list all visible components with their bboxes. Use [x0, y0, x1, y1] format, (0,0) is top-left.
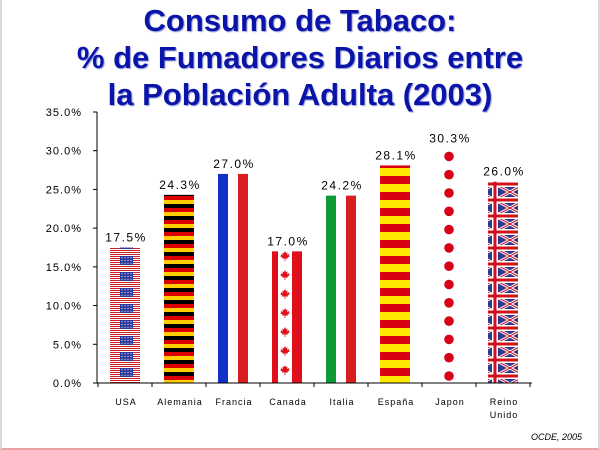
- bars-group: [110, 151, 518, 383]
- data-label: 28.1%: [375, 148, 417, 162]
- y-tick-label: 25.0%: [46, 184, 82, 196]
- category-label: Italia: [329, 397, 354, 407]
- y-tick-label: 10.0%: [46, 301, 82, 313]
- bar-uk: [488, 181, 518, 383]
- bar-spain: [380, 165, 410, 383]
- data-label: 17.5%: [105, 231, 147, 245]
- category-label: España: [378, 397, 415, 407]
- data-label: 24.2%: [321, 179, 363, 193]
- data-label: 17.0%: [267, 234, 309, 248]
- axes-group: [93, 111, 532, 387]
- category-label: USA: [115, 397, 137, 407]
- chart-title: Consumo de Tabaco: % de Fumadores Diario…: [0, 2, 600, 113]
- data-label: 26.0%: [483, 165, 525, 179]
- bar-canada: [272, 251, 302, 383]
- y-tick-label: 35.0%: [46, 107, 82, 119]
- category-label: Unido: [490, 410, 519, 420]
- category-label: Alemania: [157, 397, 203, 407]
- bar-germany: [164, 194, 194, 383]
- bar-france: [218, 173, 248, 383]
- title-line-1: Consumo de Tabaco:: [143, 3, 457, 38]
- bar-italy: [326, 195, 356, 383]
- labels-group: 17.5% USA 24.3% Alemania 27.0% Francia 17.0% Ca…: [46, 107, 525, 420]
- y-tick-label: 5.0%: [53, 339, 82, 351]
- data-label: 27.0%: [213, 157, 255, 171]
- category-label: Canada: [269, 397, 307, 407]
- bar-usa: [110, 247, 140, 383]
- y-tick-label: 20.0%: [46, 223, 82, 235]
- title-line-2: % de Fumadores Diarios entre: [76, 40, 524, 75]
- data-label: 30.3%: [429, 131, 471, 145]
- y-tick-label: 15.0%: [46, 262, 82, 274]
- bar-japan: [444, 151, 454, 381]
- category-label: Francia: [215, 397, 252, 407]
- data-label: 24.3%: [159, 178, 201, 192]
- category-label: Reino: [490, 397, 519, 407]
- y-tick-label: 0.0%: [53, 378, 82, 390]
- category-label: Japon: [435, 397, 465, 407]
- source-note: OCDE, 2005: [530, 432, 582, 442]
- title-line-3: la Población Adulta (2003): [107, 77, 493, 112]
- y-tick-label: 30.0%: [46, 146, 82, 158]
